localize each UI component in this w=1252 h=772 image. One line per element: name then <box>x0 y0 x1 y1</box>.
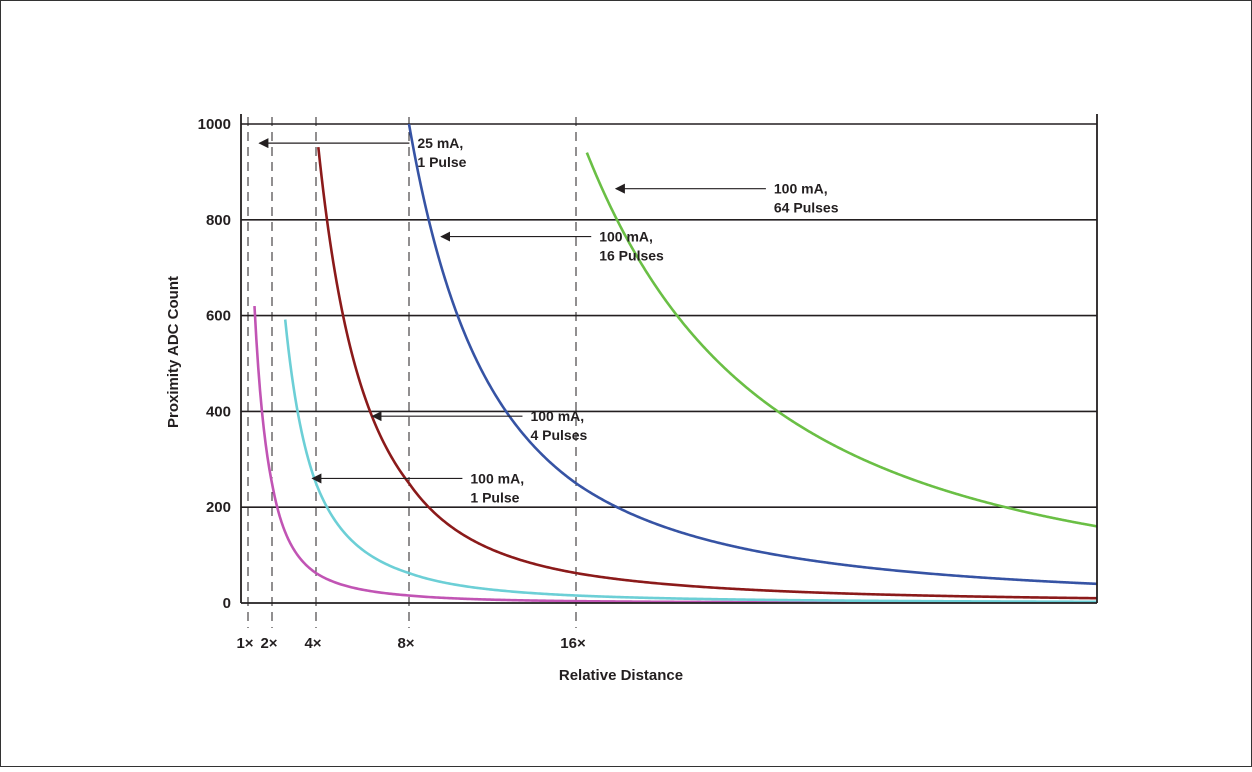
y-axis-label: Proximity ADC Count <box>165 276 182 428</box>
annotation-label: 100 mA, <box>774 181 828 197</box>
annotation-label: 1 Pulse <box>470 489 519 505</box>
annotation-1: 25 mA, 1 Pulse <box>258 135 467 170</box>
series-line-2 <box>283 319 1097 603</box>
y-tick-label: 600 <box>206 308 231 325</box>
x-axis-label: Relative Distance <box>559 667 683 684</box>
x-tick-label: 2× <box>260 635 277 652</box>
x-tick-label: 1× <box>236 635 253 652</box>
reference-lines <box>247 117 577 628</box>
x-tick-label: 8× <box>397 635 414 652</box>
annotation-label: 16 Pulses <box>599 248 664 264</box>
annotation-label: 1 Pulse <box>417 154 466 170</box>
annotation-5: 100 mA, 64 Pulses <box>614 181 839 216</box>
annotation-label: 100 mA, <box>470 470 524 486</box>
series-line-3 <box>317 146 1097 600</box>
annotation-label: 64 Pulses <box>774 200 839 216</box>
x-tick-labels: 1× 2× 4× 8× 16× <box>236 635 586 652</box>
y-tick-label: 400 <box>206 403 231 420</box>
series-line-5 <box>585 152 1097 528</box>
annotation-label: 100 mA, <box>599 229 653 245</box>
y-tick-labels: 1000 800 600 400 200 0 <box>198 116 231 612</box>
series-line-4 <box>407 123 1097 586</box>
x-tick-label: 16× <box>560 635 586 652</box>
annotation-3: 100 mA, 4 Pulses <box>371 408 588 443</box>
annotation-label: 100 mA, <box>530 408 584 424</box>
annotation-label: 25 mA, <box>417 135 463 151</box>
annotation-4: 100 mA, 16 Pulses <box>440 229 664 264</box>
x-tick-label: 4× <box>304 635 321 652</box>
series-annotations: 25 mA, 1 Pulse 100 mA, 1 Pulse 100 mA, 4 Puls… <box>258 135 839 505</box>
annotation-label: 4 Pulses <box>530 427 587 443</box>
y-tick-label: 800 <box>206 212 231 229</box>
plot-frame <box>240 114 1098 604</box>
grid-lines <box>241 123 1097 509</box>
y-tick-label: 0 <box>223 595 231 612</box>
y-tick-label: 1000 <box>198 116 231 133</box>
y-tick-label: 200 <box>206 499 231 516</box>
series-lines <box>253 123 1097 603</box>
annotation-2: 100 mA, 1 Pulse <box>311 470 524 505</box>
